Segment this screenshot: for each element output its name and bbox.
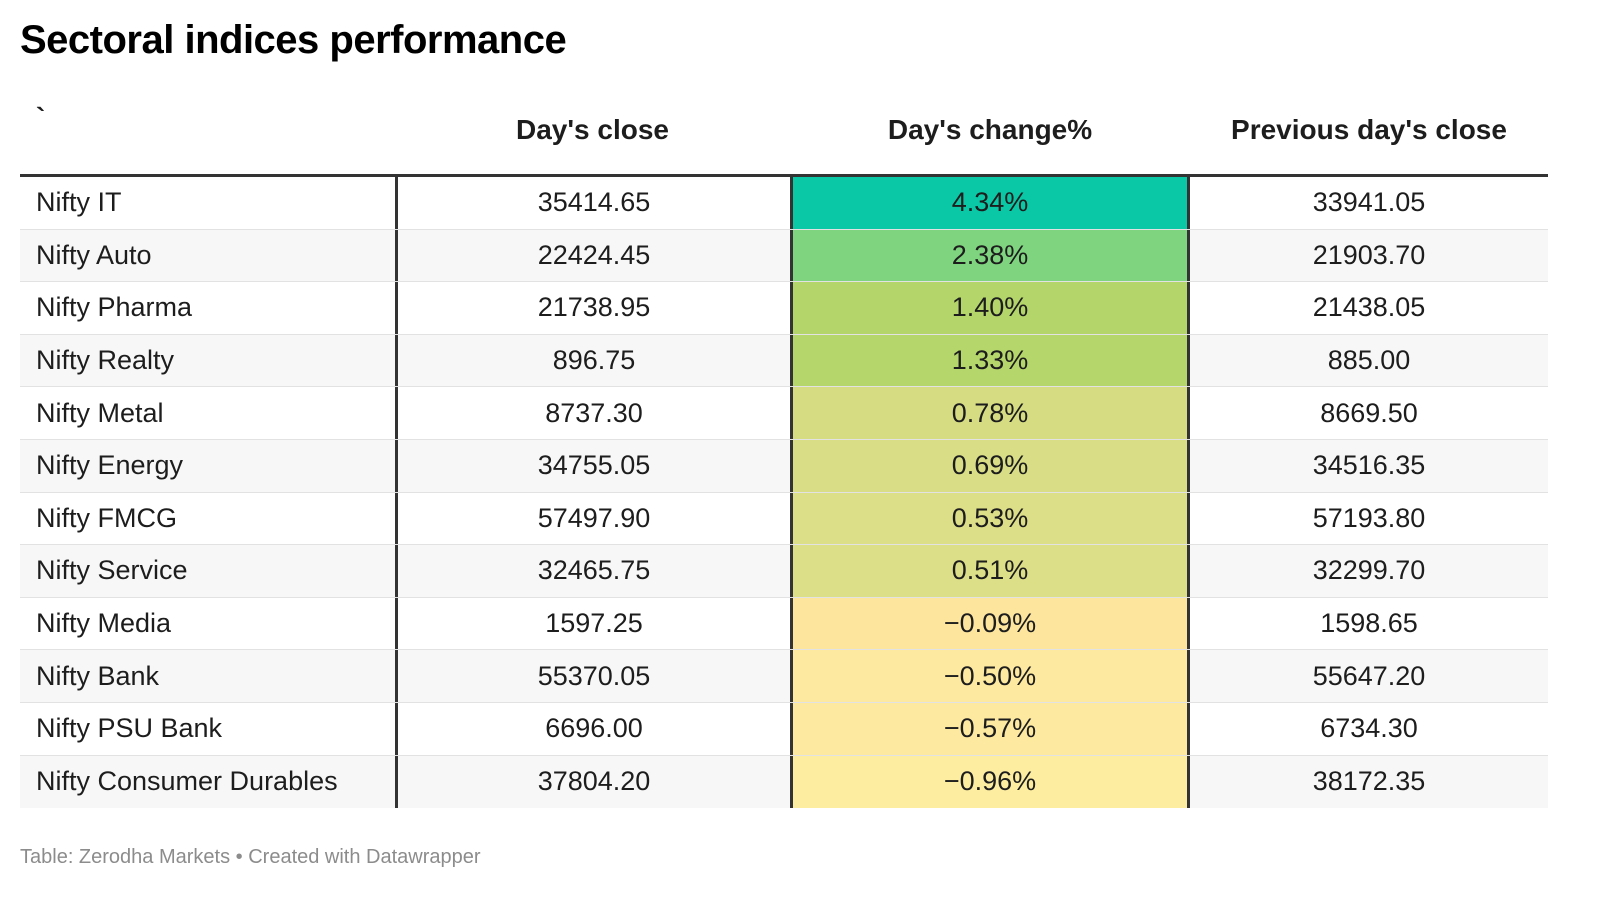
- prev-close-cell: 21903.70: [1312, 239, 1426, 270]
- column-header-close[interactable]: Day's close: [516, 114, 669, 145]
- prev-close-cell: 57193.80: [1312, 502, 1426, 533]
- row-name-cell: Nifty Energy: [36, 450, 184, 481]
- day-close-cell: 22424.45: [395, 229, 790, 282]
- day-change-cell: −0.96%: [790, 755, 1190, 809]
- day-close-cell: 21738.95: [395, 282, 790, 334]
- prev-close-cell: 38172.35: [1312, 766, 1426, 797]
- row-name-cell: Nifty Auto: [36, 239, 152, 270]
- day-close-cell: 6696.00: [395, 702, 790, 755]
- table-row: Nifty Media 1597.25 −0.09% 1598.65: [20, 597, 1548, 651]
- row-name-cell: Nifty Pharma: [36, 292, 193, 323]
- source-footer: Table: Zerodha Markets • Created with Da…: [20, 846, 481, 868]
- row-name-cell: Nifty PSU Bank: [36, 713, 223, 744]
- table-row: Nifty Auto 22424.45 2.38% 21903.70: [20, 229, 1548, 283]
- day-close-cell: 34755.05: [395, 439, 790, 492]
- day-change-cell: 4.34%: [790, 177, 1190, 229]
- prev-close-cell: 6734.30: [1320, 713, 1418, 744]
- prev-close-cell: 885.00: [1327, 345, 1411, 376]
- day-close-cell: 8737.30: [395, 387, 790, 439]
- day-change-cell: 2.38%: [790, 229, 1190, 282]
- prev-close-cell: 1598.65: [1320, 608, 1418, 639]
- table-row: Nifty FMCG 57497.90 0.53% 57193.80: [20, 492, 1548, 546]
- row-name-cell: Nifty Realty: [36, 345, 175, 376]
- day-change-cell: 1.40%: [790, 282, 1190, 334]
- column-header-change[interactable]: Day's change%: [887, 114, 1093, 145]
- day-change-cell: −0.09%: [790, 597, 1190, 650]
- prev-close-cell: 8669.50: [1320, 397, 1418, 428]
- day-close-cell: 1597.25: [395, 597, 790, 650]
- row-name-cell: Nifty FMCG: [36, 502, 177, 533]
- row-name-cell: Nifty IT: [36, 187, 122, 218]
- table-row: Nifty Energy 34755.05 0.69% 34516.35: [20, 439, 1548, 493]
- day-close-cell: 37804.20: [395, 755, 790, 809]
- table-body: Nifty IT 35414.65 4.34% 33941.05 Nifty Auto 2…: [20, 177, 1548, 809]
- prev-close-cell: 34516.35: [1312, 450, 1426, 481]
- day-change-cell: 1.33%: [790, 334, 1190, 387]
- table-row: Nifty PSU Bank 6696.00 −0.57% 6734.30: [20, 702, 1548, 756]
- row-name-cell: Nifty Bank: [36, 660, 160, 691]
- table-row: Nifty Bank 55370.05 −0.50% 55647.20: [20, 650, 1548, 703]
- prev-close-cell: 33941.05: [1312, 187, 1426, 218]
- column-header-name[interactable]: `: [36, 102, 46, 133]
- day-change-cell: 0.51%: [790, 545, 1190, 597]
- day-close-cell: 32465.75: [395, 545, 790, 597]
- row-name-cell: Nifty Service: [36, 555, 188, 586]
- column-header-prev[interactable]: Previous day's close: [1231, 114, 1507, 145]
- day-change-cell: −0.50%: [790, 650, 1190, 702]
- prev-close-cell: 32299.70: [1312, 555, 1426, 586]
- row-name-cell: Nifty Consumer Durables: [36, 766, 338, 797]
- row-name-cell: Nifty Media: [36, 608, 172, 639]
- data-table: ` Day's close Day's change% Previous day…: [20, 102, 1548, 809]
- prev-close-cell: 55647.20: [1312, 660, 1426, 691]
- day-change-cell: 0.78%: [790, 387, 1190, 439]
- table-row: Nifty IT 35414.65 4.34% 33941.05: [20, 177, 1548, 230]
- table-row: Nifty Realty 896.75 1.33% 885.00: [20, 334, 1548, 388]
- prev-close-cell: 21438.05: [1312, 292, 1426, 323]
- table-row: Nifty Pharma 21738.95 1.40% 21438.05: [20, 282, 1548, 335]
- table-row: Nifty Service 32465.75 0.51% 32299.70: [20, 545, 1548, 598]
- day-close-cell: 35414.65: [395, 177, 790, 229]
- day-close-cell: 55370.05: [395, 650, 790, 702]
- day-change-cell: 0.53%: [790, 492, 1190, 545]
- day-change-cell: −0.57%: [790, 702, 1190, 755]
- table-row: Nifty Consumer Durables 37804.20 −0.96% 381…: [20, 755, 1548, 809]
- chart-title: Sectoral indices performance: [20, 18, 567, 62]
- day-close-cell: 57497.90: [395, 492, 790, 545]
- table-header: ` Day's close Day's change% Previous day…: [20, 102, 1548, 177]
- day-close-cell: 896.75: [395, 334, 790, 387]
- row-name-cell: Nifty Metal: [36, 397, 164, 428]
- table-row: Nifty Metal 8737.30 0.78% 8669.50: [20, 387, 1548, 440]
- day-change-cell: 0.69%: [790, 439, 1190, 492]
